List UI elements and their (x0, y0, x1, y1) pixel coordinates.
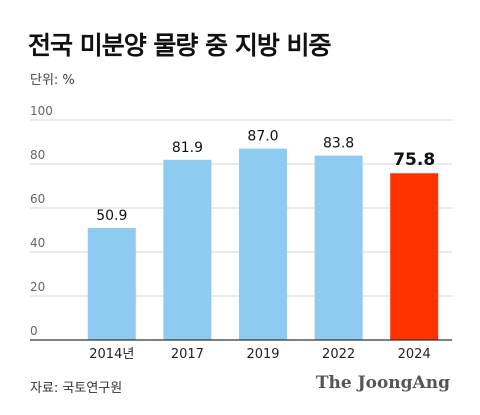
bar (390, 173, 439, 340)
y-tick-label: 80 (30, 148, 45, 162)
data-label: 81.9 (172, 140, 203, 156)
y-tick-label: 0 (30, 324, 38, 338)
x-tick-label: 2022 (322, 347, 355, 362)
x-tick-label: 2014년 (89, 347, 134, 362)
data-label: 87.0 (247, 129, 278, 145)
bar (314, 155, 363, 340)
bar (87, 228, 136, 340)
y-tick-label: 20 (30, 280, 45, 294)
x-tick-label: 2017 (171, 347, 204, 362)
y-tick-label: 40 (30, 236, 45, 250)
data-label: 83.8 (323, 136, 354, 152)
y-tick-label: 60 (30, 192, 45, 206)
source-note: 자료: 국토연구원 (30, 381, 123, 396)
unit-label: 단위: % (30, 73, 75, 88)
x-tick-label: 2019 (246, 347, 279, 362)
bar (239, 148, 287, 340)
bar (163, 159, 212, 340)
x-tick-label: 2024 (398, 347, 431, 362)
data-label: 75.8 (393, 150, 435, 170)
data-label: 50.9 (96, 208, 127, 224)
brand-logo: The JoongAng (315, 373, 450, 393)
chart-title: 전국 미분양 물량 중 지방 비중 (28, 31, 332, 60)
y-tick-label: 100 (30, 104, 53, 118)
